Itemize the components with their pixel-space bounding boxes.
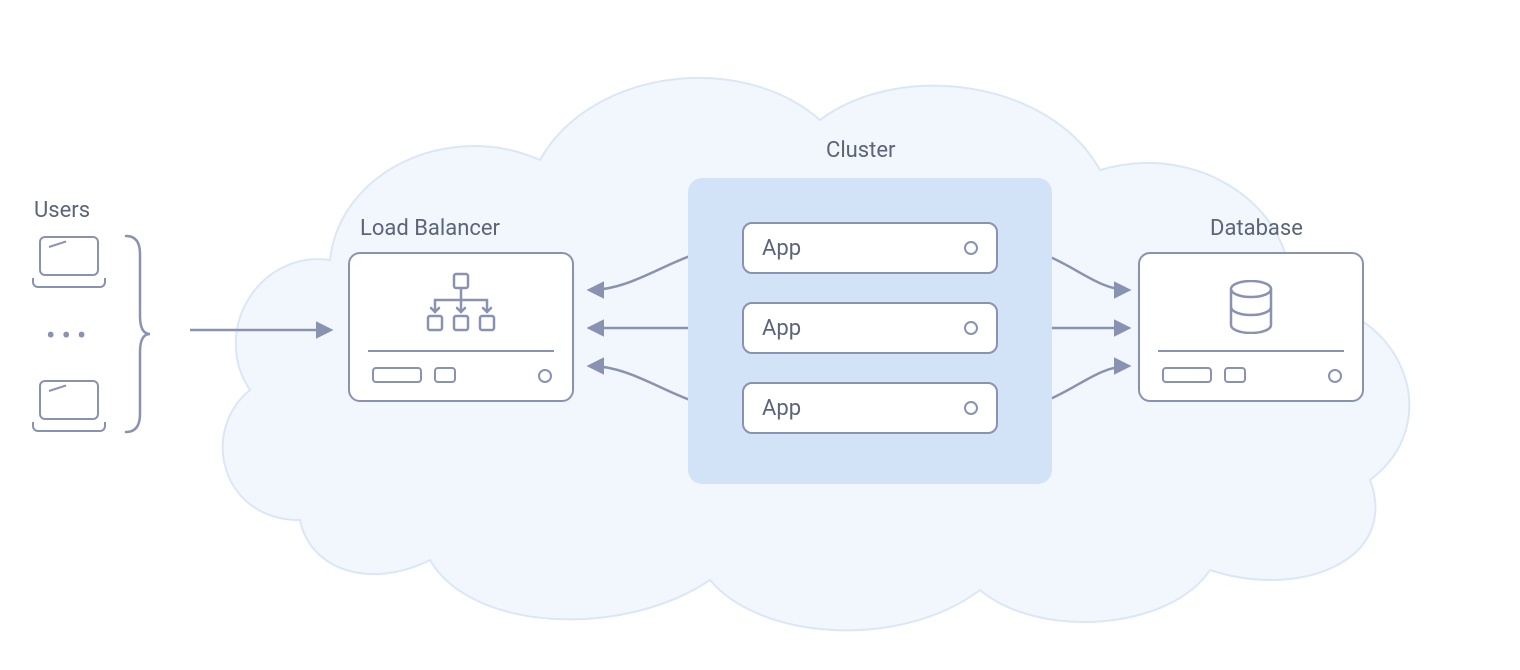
- status-led-icon: [964, 321, 978, 335]
- laptop-icon: [32, 380, 106, 432]
- database-node: [1138, 252, 1364, 402]
- app-node: App: [742, 222, 998, 274]
- app-label: App: [762, 396, 964, 421]
- users-label: Users: [34, 198, 90, 223]
- status-led-icon: [964, 401, 978, 415]
- load-balancer-node: [348, 252, 574, 402]
- database-icon: [1226, 280, 1276, 334]
- cluster-label: Cluster: [826, 138, 895, 163]
- app-label: App: [762, 316, 964, 341]
- diagram-stage: Users ••• Cluster App App App Load Balan…: [0, 0, 1520, 670]
- ellipsis-icon: •••: [46, 322, 92, 350]
- status-led-icon: [964, 241, 978, 255]
- load-balancer-label: Load Balancer: [360, 216, 500, 241]
- database-label: Database: [1210, 216, 1303, 241]
- load-balancer-icon: [421, 272, 501, 336]
- users-brace: [126, 236, 150, 432]
- app-node: App: [742, 382, 998, 434]
- laptop-icon: [32, 236, 106, 288]
- app-label: App: [762, 236, 964, 261]
- app-node: App: [742, 302, 998, 354]
